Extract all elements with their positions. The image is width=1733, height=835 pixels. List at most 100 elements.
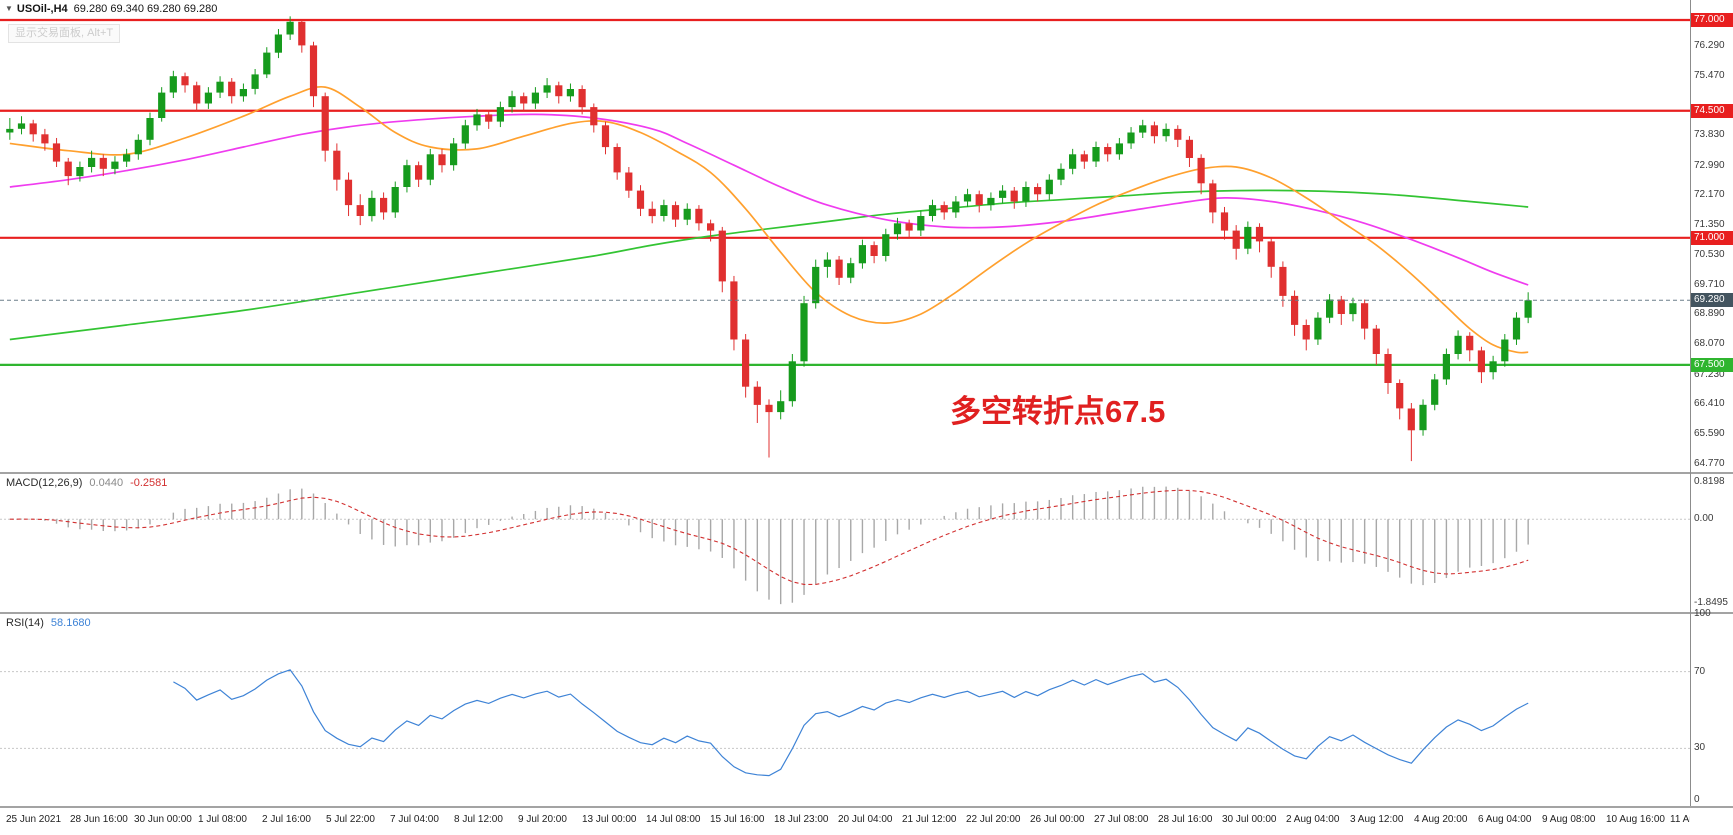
- time-axis-label: 14 Jul 08:00: [646, 814, 701, 825]
- time-axis-label: 9 Aug 08:00: [1542, 814, 1596, 825]
- candle-body: [1349, 303, 1357, 315]
- candle-body: [917, 216, 925, 231]
- candle-body: [76, 167, 84, 177]
- price-axis-label: 68.890: [1694, 308, 1725, 320]
- candle-body: [823, 259, 831, 267]
- candle-body: [800, 303, 808, 362]
- candle-body: [1326, 299, 1334, 318]
- candle-body: [835, 259, 843, 278]
- candle-body: [286, 21, 294, 35]
- price-axis-label: 72.170: [1694, 189, 1725, 201]
- macd-label-row: MACD(12,26,9) 0.0440 -0.2581: [6, 477, 167, 489]
- candle-body: [473, 114, 481, 126]
- candle-body: [309, 45, 318, 97]
- candle-body: [146, 118, 154, 140]
- candle-body: [333, 150, 341, 180]
- candle-body: [251, 74, 259, 89]
- candle-body: [508, 96, 516, 108]
- candle-body: [753, 386, 761, 405]
- candle-body: [1150, 125, 1158, 137]
- candle-body: [788, 361, 796, 402]
- candle-body: [496, 107, 504, 122]
- candle-body: [683, 208, 691, 220]
- candle-body: [169, 76, 177, 93]
- chart-symbol-timeframe: USOil-,H4: [16, 3, 68, 15]
- candle-body: [999, 190, 1007, 198]
- candle-body: [181, 76, 189, 86]
- candle-body: [1092, 147, 1100, 162]
- rsi-label-row: RSI(14) 58.1680: [6, 617, 91, 629]
- candle-body: [777, 401, 785, 413]
- rsi-panel-canvas[interactable]: [0, 614, 1690, 806]
- time-axis-label: 26 Jul 00:00: [1030, 814, 1085, 825]
- candle-body: [601, 125, 610, 148]
- candle-body: [730, 281, 738, 340]
- time-axis-label: 28 Jul 16:00: [1158, 814, 1213, 825]
- panel-separator[interactable]: [0, 806, 1733, 808]
- candle-body: [450, 143, 458, 166]
- price-chart-canvas[interactable]: [0, 0, 1690, 472]
- candle-body: [695, 208, 703, 224]
- time-axis-label: 27 Jul 08:00: [1094, 814, 1149, 825]
- candle-body: [17, 123, 26, 129]
- candle-body: [1431, 379, 1439, 405]
- candle-body: [1255, 226, 1264, 242]
- candle-body: [111, 161, 119, 169]
- ma-fast-orange: [9, 85, 1529, 354]
- candle-body: [461, 125, 469, 144]
- candle-body: [1220, 212, 1229, 231]
- time-axis-label: 21 Jul 12:00: [902, 814, 957, 825]
- candle-body: [1127, 132, 1135, 144]
- time-scale[interactable]: 25 Jun 2021 28 Jun 16:00 30 Jun 00:00 1 Jul…: [0, 808, 1690, 835]
- candle-body: [64, 161, 72, 177]
- macd-label: MACD(12,26,9): [6, 477, 83, 489]
- candle-body: [485, 114, 493, 122]
- candle-body: [263, 52, 271, 75]
- candle-body: [928, 205, 937, 216]
- candle-body: [812, 266, 820, 304]
- time-axis-label: 18 Jul 23:00: [774, 814, 829, 825]
- candle-body: [228, 81, 236, 97]
- candle-body: [963, 194, 972, 202]
- price-axis-label: 72.990: [1694, 159, 1725, 171]
- candle-body: [1045, 179, 1053, 195]
- time-axis-label: 22 Jul 20:00: [966, 814, 1021, 825]
- time-axis-label: 4 Aug 20:00: [1414, 814, 1468, 825]
- candle-body: [952, 201, 960, 213]
- candle-body: [1115, 143, 1123, 155]
- rsi-axis-label: 100: [1694, 608, 1711, 619]
- candle-body: [1232, 230, 1240, 249]
- macd-axis-label: 0.00: [1694, 513, 1714, 525]
- annotation-text[interactable]: 多空转折点67.5: [950, 394, 1166, 429]
- candle-body: [380, 197, 388, 213]
- one-click-trading-hint[interactable]: 显示交易面板, Alt+T: [8, 24, 121, 43]
- chart-ohlc-readout: 69.280 69.340 69.280 69.280: [73, 3, 218, 15]
- candle-body: [1080, 154, 1088, 162]
- price-axis-label: 66.410: [1694, 398, 1725, 410]
- time-axis-label: 6 Aug 04:00: [1478, 814, 1532, 825]
- candle-body: [41, 134, 49, 144]
- symbol-dropdown-icon[interactable]: ▼: [5, 4, 13, 13]
- time-axis-label: 30 Jul 00:00: [1222, 814, 1277, 825]
- price-scale[interactable]: 76.290 75.470 73.830 72.990 72.170 71.350 70.5…: [1690, 0, 1733, 806]
- candle-body: [1524, 300, 1532, 318]
- macd-main-value: 0.0440: [89, 477, 124, 489]
- candle-body: [239, 89, 247, 97]
- candle-body: [1139, 125, 1147, 133]
- candle-body: [987, 197, 995, 206]
- time-axis-label: 11 Aug 22:00: [1670, 814, 1690, 825]
- candle-body: [1454, 335, 1462, 354]
- price-axis-label: 73.830: [1694, 129, 1725, 141]
- price-axis-label: 64.770: [1694, 458, 1725, 469]
- panel-separator[interactable]: [0, 612, 1733, 614]
- macd-panel-canvas[interactable]: [0, 474, 1690, 612]
- time-axis-label: 10 Aug 16:00: [1606, 814, 1665, 825]
- rsi-value: 58.1680: [50, 617, 91, 629]
- time-axis-label: 5 Jul 22:00: [326, 814, 375, 825]
- candle-body: [636, 190, 645, 209]
- candle-body: [882, 234, 890, 256]
- candle-body: [543, 85, 551, 93]
- panel-separator[interactable]: [0, 472, 1733, 474]
- price-axis-label: 69.710: [1694, 278, 1725, 290]
